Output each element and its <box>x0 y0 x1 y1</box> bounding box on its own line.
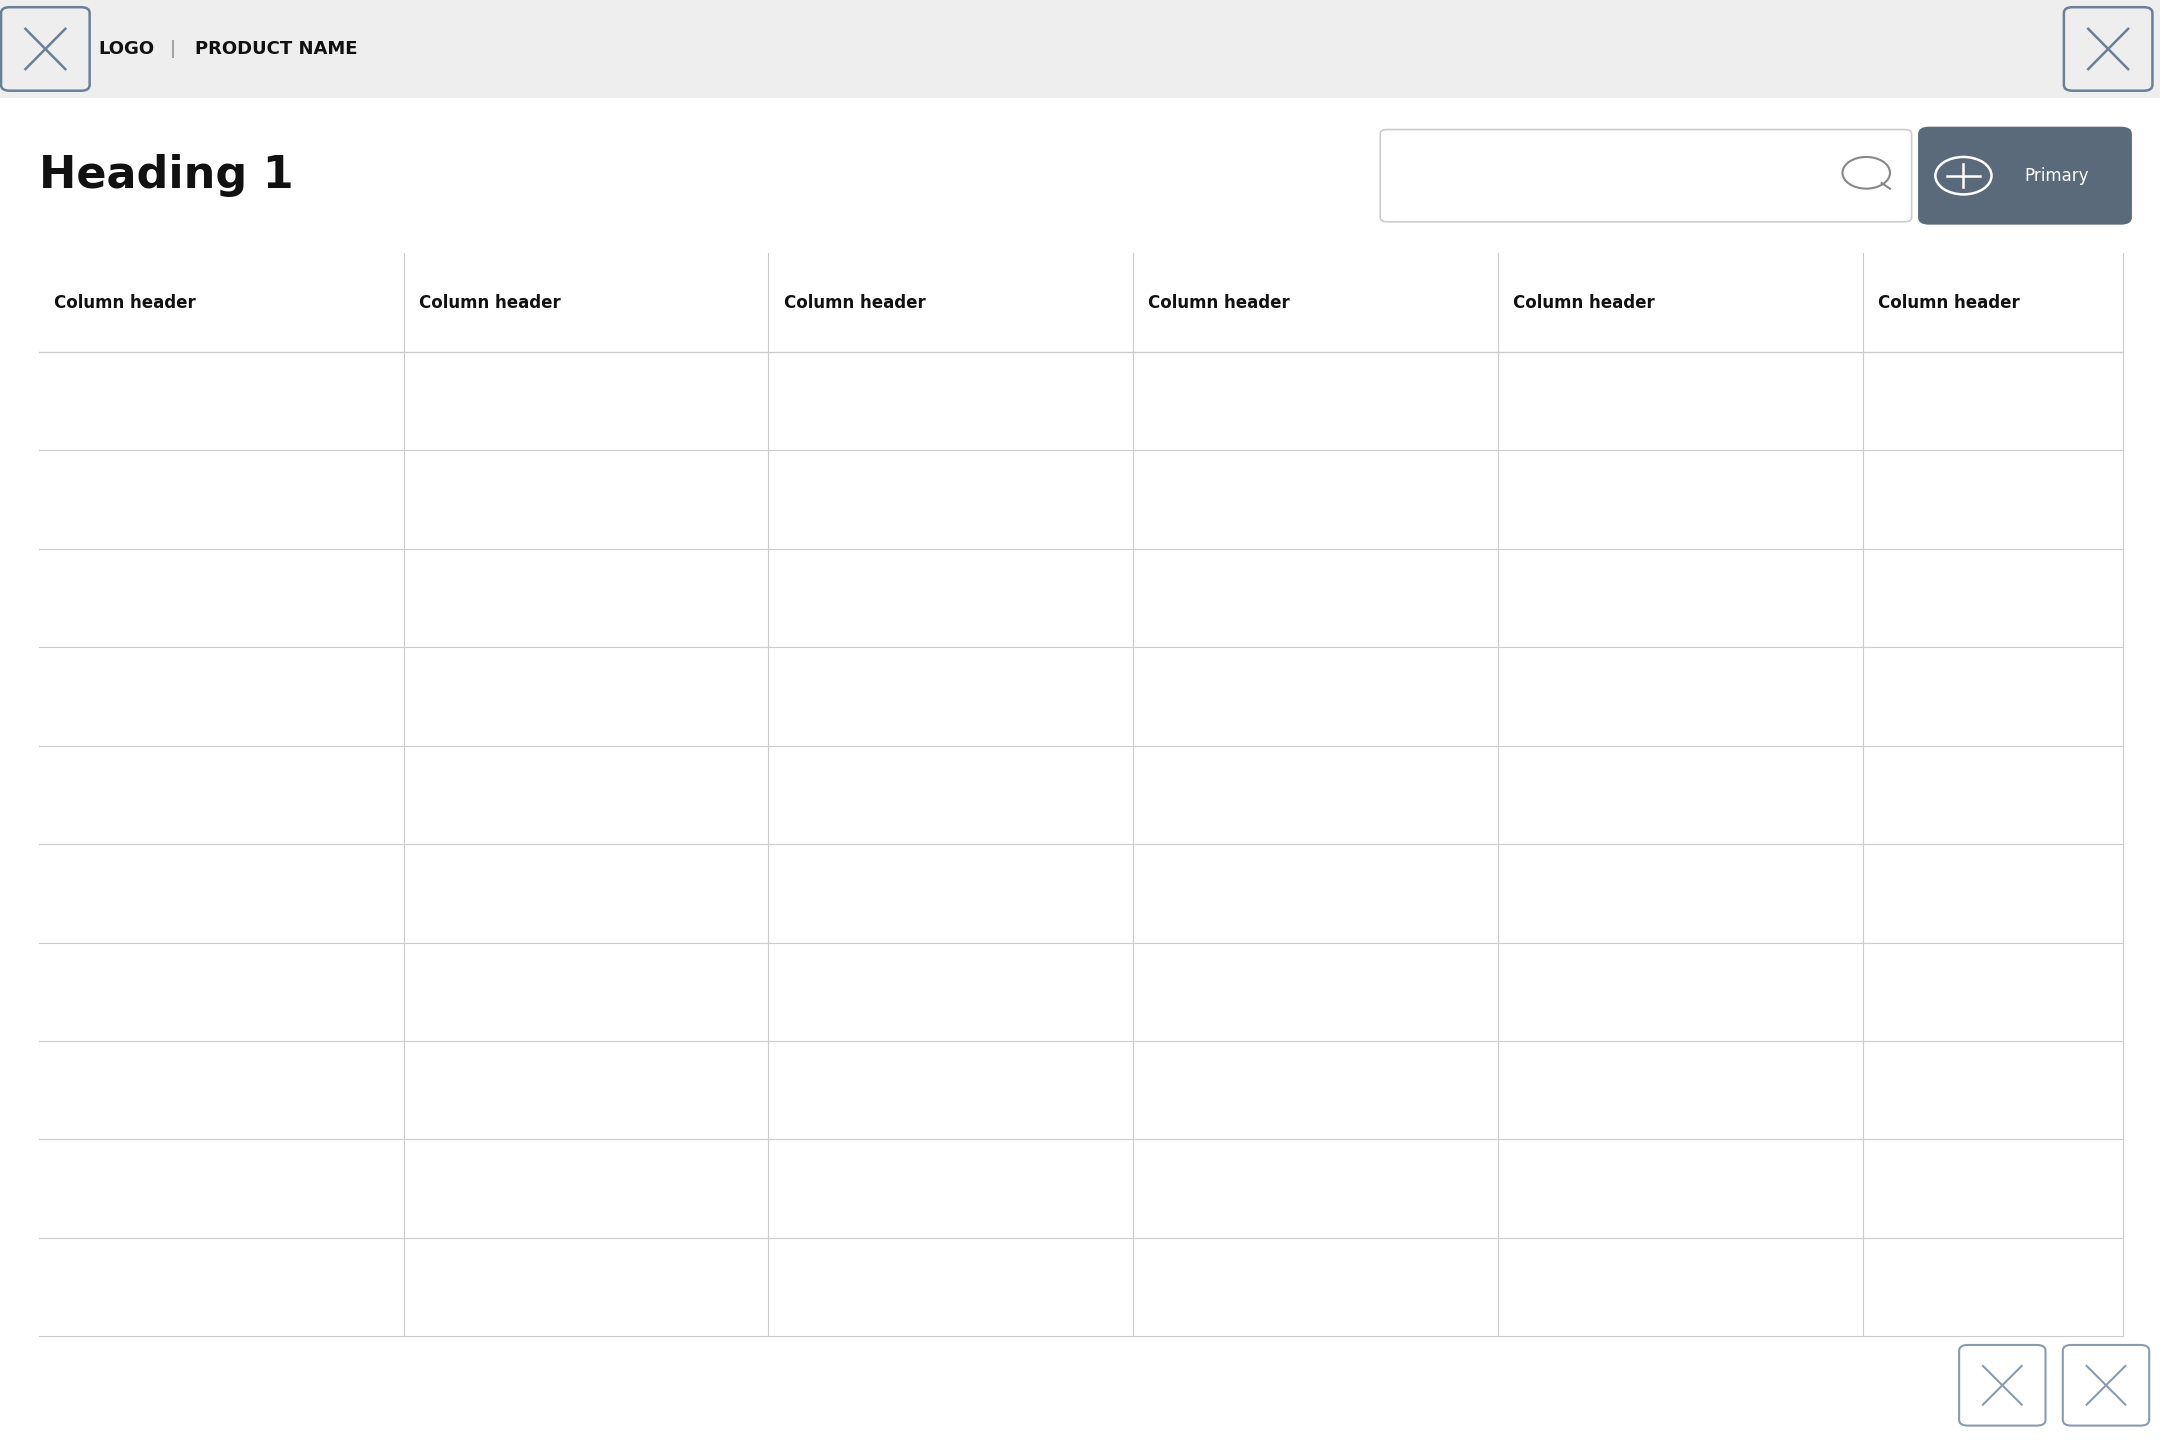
Text: |: | <box>171 40 175 58</box>
FancyBboxPatch shape <box>1918 127 2132 225</box>
FancyBboxPatch shape <box>2 7 91 91</box>
Bar <box>0 0 2160 98</box>
Text: Column header: Column header <box>419 294 562 311</box>
FancyBboxPatch shape <box>2065 7 2151 91</box>
Text: Column header: Column header <box>54 294 197 311</box>
FancyBboxPatch shape <box>2063 1345 2149 1426</box>
Text: Heading 1: Heading 1 <box>39 154 294 197</box>
Text: PRODUCT NAME: PRODUCT NAME <box>197 40 359 58</box>
Text: Column header: Column header <box>1877 294 2020 311</box>
Text: LOGO: LOGO <box>99 40 153 58</box>
Text: Column header: Column header <box>1149 294 1290 311</box>
Text: Column header: Column header <box>1512 294 1655 311</box>
FancyBboxPatch shape <box>1959 1345 2046 1426</box>
FancyBboxPatch shape <box>1380 130 1912 222</box>
Text: Primary: Primary <box>2024 167 2089 184</box>
Text: Column header: Column header <box>784 294 924 311</box>
